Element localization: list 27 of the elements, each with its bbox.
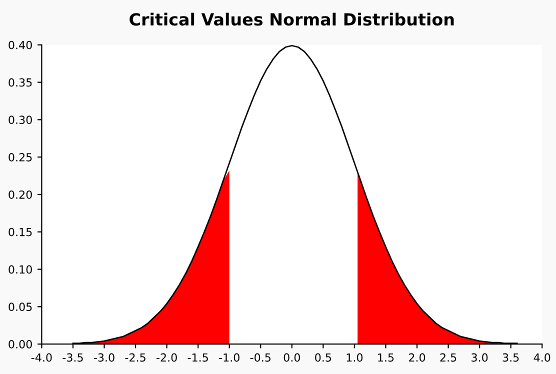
x-tick-label: 4.0 [534, 353, 550, 362]
x-tick-label: -3.0 [94, 353, 114, 362]
y-tick-label: 0.40 [8, 40, 32, 50]
x-tick-label: 0.0 [284, 353, 300, 362]
x-tick-label: 3.5 [502, 353, 519, 362]
y-tick-label: 0.20 [8, 190, 32, 199]
chart-title: Critical Values Normal Distribution [130, 12, 454, 26]
y-tick-label: 0.30 [8, 116, 32, 124]
x-tick-label: 1.5 [378, 353, 394, 362]
x-tick-label: -3.5 [62, 353, 83, 362]
x-tick-label: -2.5 [125, 353, 146, 362]
x-tick-label: -0.5 [250, 353, 270, 362]
x-tick-label: 3.0 [472, 353, 488, 362]
x-tick-label: -1.0 [219, 353, 240, 362]
y-tick-label: 0.05 [8, 302, 32, 312]
x-tick-label: -1.5 [188, 353, 208, 362]
x-tick-label: 2.0 [408, 353, 426, 362]
y-tick-label: 0.35 [8, 78, 32, 87]
y-tick-label: 0.25 [8, 153, 32, 162]
y-tick-label: 0.00 [8, 340, 32, 348]
y-tick-label: 0.15 [8, 228, 32, 236]
y-tick-label: 0.10 [8, 265, 32, 274]
x-tick-label: 2.5 [440, 353, 456, 362]
x-tick-label: 0.5 [315, 353, 332, 362]
x-tick-label: 1.0 [346, 353, 363, 362]
x-tick-label: -2.0 [156, 353, 177, 362]
x-tick-label: -4.0 [31, 353, 52, 362]
